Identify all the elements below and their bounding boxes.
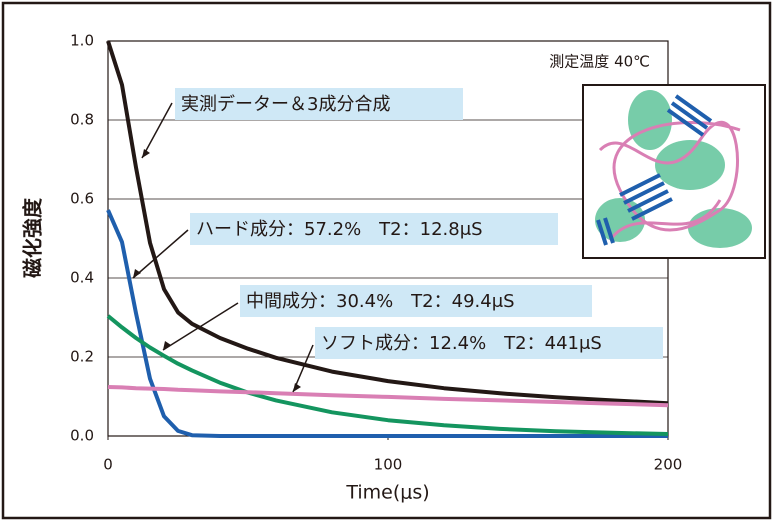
plot-area: 0.0 0.2 0.4 0.6 0.8 1.0 0 100 200 実測データー＆3成分合成ハード… bbox=[70, 32, 682, 474]
y-tick-label: 0.4 bbox=[70, 269, 94, 287]
y-tick-label: 0.2 bbox=[70, 348, 94, 366]
inset-chain bbox=[598, 120, 741, 241]
label-box bbox=[190, 213, 558, 245]
leader-line bbox=[132, 229, 189, 279]
legend-label: ソフト成分：12.4% T2：441μS bbox=[321, 333, 602, 354]
inset-blob bbox=[688, 208, 752, 248]
series-line bbox=[106, 40, 669, 406]
leader-line bbox=[141, 102, 173, 159]
leader-arrow bbox=[133, 269, 141, 278]
y-tick-label: 0.6 bbox=[70, 190, 94, 208]
x-tick-label: 200 bbox=[654, 456, 683, 474]
y-tick-label: 0.8 bbox=[70, 111, 94, 129]
inset bbox=[582, 84, 766, 259]
leader-arrow bbox=[142, 149, 150, 158]
legend-label: ハード成分：57.2% T2：12.8μS bbox=[196, 219, 483, 240]
legend-label: 実測データー＆3成分合成 bbox=[181, 94, 390, 115]
label-box bbox=[240, 285, 592, 317]
leader-arrow bbox=[293, 383, 301, 392]
leader-arrow bbox=[163, 341, 171, 350]
x-tick-label: 0 bbox=[103, 456, 113, 474]
y-tick-label: 1.0 bbox=[70, 32, 94, 50]
inset-crystal bbox=[596, 94, 713, 246]
series-line bbox=[107, 385, 669, 408]
annotation: 測定温度 40℃ bbox=[549, 53, 650, 71]
y-tick-label: 0.0 bbox=[70, 427, 94, 445]
label-box bbox=[175, 88, 463, 120]
frame bbox=[1, 1, 772, 520]
legend-label: 中間成分：30.4% T2：49.4μS bbox=[246, 291, 515, 312]
series-line bbox=[106, 209, 668, 438]
y-axis-title: 磁化強度 bbox=[21, 197, 45, 278]
inset-blob bbox=[628, 90, 672, 150]
inset-blob bbox=[655, 140, 725, 190]
label-box bbox=[315, 327, 663, 359]
x-axis-title: Time(μs) bbox=[345, 482, 429, 504]
leader-line bbox=[162, 302, 239, 351]
x-tick-label: 100 bbox=[374, 456, 403, 474]
